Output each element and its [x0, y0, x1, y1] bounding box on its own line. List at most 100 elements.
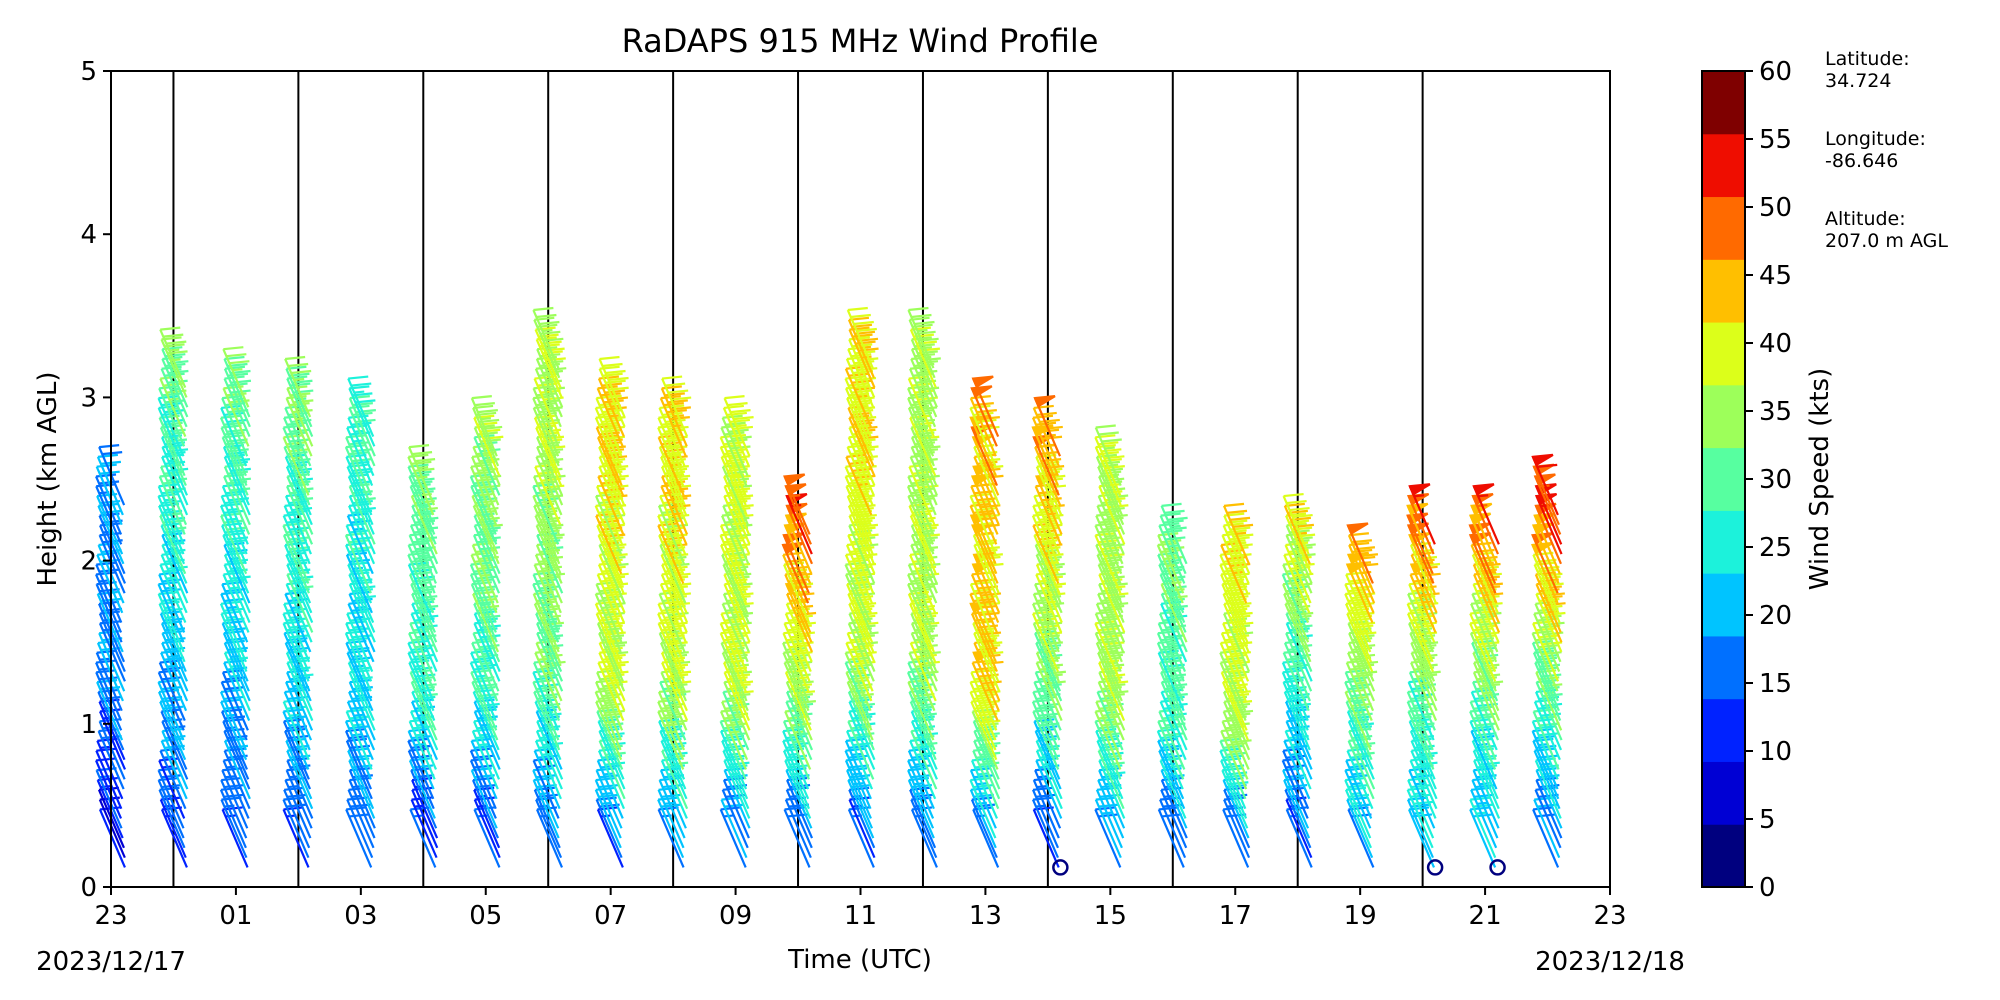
y-tick-label: 3: [80, 383, 97, 413]
wind-barb: [1220, 630, 1251, 692]
colorbar-segment: [1702, 447, 1745, 511]
wind-barb: [660, 483, 691, 545]
x-axis: 23 01 03 05 07 09 11 13 15 17 19 21 23: [94, 887, 1627, 931]
x-tick-label: 09: [719, 901, 752, 931]
x-tick-label: 19: [1344, 901, 1377, 931]
x-tick-label: 21: [1469, 901, 1502, 931]
wind-barb: [783, 473, 811, 535]
wind-barb: [532, 306, 560, 369]
x-tick-label: 01: [219, 901, 252, 931]
wind-barb: [470, 395, 498, 457]
station-info: Latitude: 34.724 Longitude: -86.646 Alti…: [1825, 48, 1948, 252]
colorbar-segment: [1702, 761, 1745, 825]
colorbar-tick-label: 40: [1759, 329, 1792, 359]
wind-barb: [1032, 404, 1063, 467]
wind-barb: [1157, 806, 1185, 868]
wind-barb: [532, 385, 563, 447]
wind-barb: [907, 306, 935, 369]
colorbar-tick-label: 50: [1759, 193, 1792, 223]
wind-barb: [1222, 522, 1253, 584]
wind-barb: [1531, 453, 1559, 516]
colorbar-tick-label: 10: [1759, 737, 1792, 767]
colorbar-segment: [1702, 384, 1745, 449]
colorbar-segment: [1702, 196, 1745, 260]
x-tick-label: 03: [344, 901, 377, 931]
x-tick-label: 15: [1094, 901, 1127, 931]
wind-barb: [1222, 502, 1254, 565]
wind-barb: [1408, 483, 1436, 545]
wind-barb: [722, 404, 754, 467]
wind-barb: [1095, 698, 1123, 761]
longitude-label: Longitude:: [1825, 128, 1926, 150]
colorbar-tick-label: 5: [1759, 805, 1776, 835]
y-axis: 0 1 2 3 4 5: [80, 57, 111, 903]
x-tick-label: 23: [1593, 901, 1626, 931]
wind-barb: [1346, 522, 1374, 584]
wind-barb: [1282, 492, 1313, 555]
calm-wind-marker: [1052, 859, 1069, 876]
y-axis-label: Height (km AGL): [33, 371, 63, 586]
wind-barb: [1159, 512, 1187, 575]
colorbar-segment: [1702, 71, 1745, 135]
colorbar-segment: [1702, 322, 1745, 386]
longitude-value: -86.646: [1825, 150, 1899, 172]
calm-wind-marker: [1426, 859, 1444, 876]
wind-barbs: [94, 306, 1566, 876]
colorbar-tick-label: 35: [1759, 397, 1792, 427]
x-tick-label: 07: [594, 901, 627, 931]
colorbar-segment: [1702, 510, 1745, 574]
altitude-label: Altitude:: [1825, 208, 1906, 230]
x-tick-label: 05: [469, 901, 502, 931]
colorbar-tick-label: 45: [1759, 261, 1792, 291]
start-date-label: 2023/12/17: [36, 947, 186, 977]
wind-barb: [159, 326, 187, 389]
wind-barb: [661, 375, 692, 438]
wind-barb: [1033, 395, 1062, 457]
wind-barb: [1160, 502, 1188, 565]
colorbar-segment: [1702, 635, 1745, 700]
wind-barb: [221, 806, 249, 868]
altitude-value: 207.0 m AGL: [1825, 230, 1948, 252]
colorbar-label: Wind Speed (kts): [1805, 368, 1835, 590]
calm-wind-marker: [1489, 859, 1506, 876]
colorbar-tick-label: 15: [1759, 669, 1792, 699]
colorbar-tick-label: 25: [1759, 533, 1792, 563]
colorbar-segment: [1702, 698, 1745, 762]
wind-barb: [971, 375, 1000, 438]
wind-barb: [846, 306, 877, 369]
wind-barb: [1094, 424, 1122, 486]
colorbar-segment: [1702, 573, 1745, 637]
wind-barb: [784, 483, 812, 545]
wind-barb: [345, 806, 373, 868]
colorbar-tick-label: 20: [1759, 601, 1792, 631]
y-tick-label: 0: [80, 873, 97, 903]
colorbar-tick-label: 30: [1759, 465, 1792, 495]
y-tick-label: 2: [80, 547, 97, 577]
wind-barb: [1472, 483, 1500, 545]
x-tick-label: 17: [1219, 901, 1252, 931]
wind-barb: [222, 346, 250, 408]
wind-barb: [408, 444, 436, 506]
wind-barb: [1346, 796, 1374, 859]
colorbar: 0 5 10 15 20 25 30 35 40 45 50 55 60: [1701, 57, 1792, 903]
colorbar-segment: [1702, 259, 1745, 323]
colorbar-tick-label: 0: [1759, 873, 1776, 903]
wind-barb: [1221, 532, 1252, 594]
colorbar-segment: [1702, 824, 1745, 888]
wind-barb: [347, 375, 375, 438]
latitude-label: Latitude:: [1825, 48, 1910, 70]
colorbar-segment: [1702, 133, 1745, 198]
latitude-value: 34.724: [1825, 70, 1892, 92]
wind-barb: [723, 395, 754, 457]
wind-barb: [598, 355, 629, 418]
y-tick-label: 5: [80, 57, 97, 87]
y-tick-label: 4: [80, 220, 97, 250]
wind-barb: [596, 483, 627, 545]
wind-barb: [284, 355, 312, 418]
wind-barb: [970, 796, 998, 859]
x-tick-label: 11: [844, 901, 877, 931]
y-tick-label: 1: [80, 710, 97, 740]
wind-barb: [470, 463, 501, 526]
x-tick-label: 13: [969, 901, 1002, 931]
